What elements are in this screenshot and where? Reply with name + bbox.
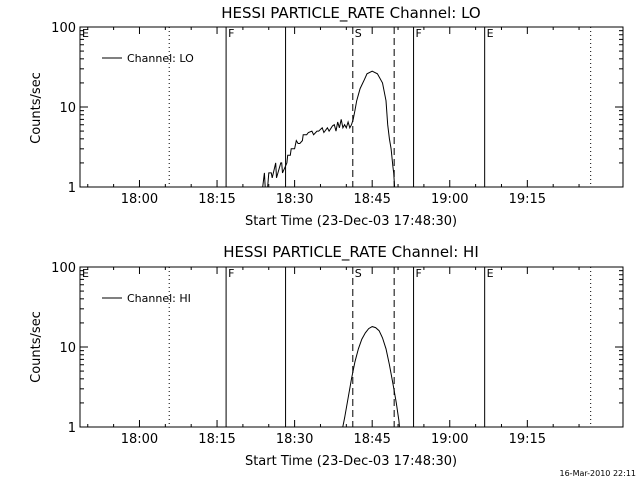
x-tick-label: 19:00 bbox=[431, 192, 468, 207]
y-tick-label: 1 bbox=[68, 181, 76, 196]
x-tick-label: 18:15 bbox=[198, 432, 235, 447]
generation-timestamp: 16-Mar-2010 22:11 bbox=[560, 469, 637, 478]
y-tick-label: 100 bbox=[51, 21, 76, 36]
x-tick-label: 19:15 bbox=[509, 432, 546, 447]
x-axis-label: Start Time (23-Dec-03 17:48:30) bbox=[245, 214, 457, 229]
chart-title: HESSI PARTICLE_RATE Channel: LO bbox=[221, 4, 480, 23]
marker-label: F bbox=[228, 267, 234, 280]
marker-label: S bbox=[355, 267, 362, 280]
marker-label: F bbox=[416, 267, 422, 280]
y-tick-label: 100 bbox=[51, 261, 76, 276]
legend-label: Channel: LO bbox=[127, 52, 194, 65]
series-line bbox=[262, 70, 396, 187]
marker-label: E bbox=[487, 267, 494, 280]
chart-marks: E F S F E 18:00 18:15 18:30 18:45 19:00 19:15 1 10 10… bbox=[51, 21, 624, 207]
x-tick-label: 18:45 bbox=[353, 432, 390, 447]
legend: Channel: HI bbox=[102, 292, 191, 305]
x-tick-label: 19:00 bbox=[431, 432, 468, 447]
y-axis-label: Counts/sec bbox=[29, 72, 44, 144]
marker-label: E bbox=[82, 267, 89, 280]
plot-frame bbox=[79, 26, 624, 188]
chart-panel-hi: HESSI PARTICLE_RATE Channel: HI Start Ti… bbox=[29, 243, 624, 469]
marker-label: F bbox=[416, 27, 422, 40]
chart-panel-lo: HESSI PARTICLE_RATE Channel: LO Start Ti… bbox=[29, 4, 624, 229]
x-tick-label: 18:30 bbox=[276, 192, 313, 207]
x-tick-label: 19:15 bbox=[509, 192, 546, 207]
y-axis-label: Counts/sec bbox=[29, 311, 44, 383]
legend-label: Channel: HI bbox=[127, 292, 191, 305]
y-tick-label: 1 bbox=[68, 421, 76, 436]
x-axis-label: Start Time (23-Dec-03 17:48:30) bbox=[245, 454, 457, 469]
marker-label: F bbox=[228, 27, 234, 40]
chart-title: HESSI PARTICLE_RATE Channel: HI bbox=[223, 243, 479, 262]
chart-marks: E F S F E 18:00 18:15 18:30 18:45 19:00 19:15 1 10 10… bbox=[51, 261, 624, 447]
legend: Channel: LO bbox=[102, 52, 194, 65]
x-tick-label: 18:45 bbox=[353, 192, 390, 207]
series-line bbox=[342, 326, 400, 427]
x-tick-label: 18:00 bbox=[121, 192, 158, 207]
y-tick-label: 10 bbox=[59, 101, 76, 116]
x-tick-label: 18:30 bbox=[276, 432, 313, 447]
y-tick-label: 10 bbox=[59, 341, 76, 356]
x-tick-label: 18:15 bbox=[198, 192, 235, 207]
marker-label: S bbox=[355, 27, 362, 40]
plot-frame bbox=[79, 266, 624, 428]
x-tick-label: 18:00 bbox=[121, 432, 158, 447]
marker-label: E bbox=[487, 27, 494, 40]
marker-label: E bbox=[82, 27, 89, 40]
